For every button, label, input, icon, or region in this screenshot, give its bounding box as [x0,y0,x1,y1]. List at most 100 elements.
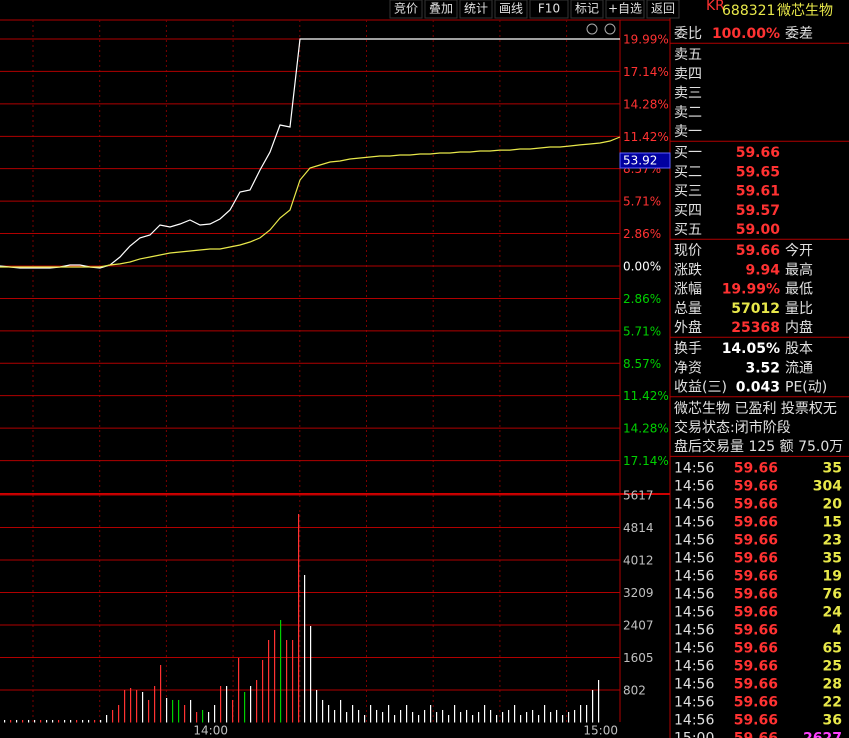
tick-price: 59.66 [734,622,778,638]
tick-volume: 35 [823,550,842,566]
volume-bar [418,715,420,723]
row-label: 卖五 [674,47,702,63]
row-label: 涨幅 [674,282,702,298]
y-tick-label: 17.14% [623,65,669,79]
volume-bar [172,699,174,723]
volume-bar [526,712,528,723]
tick-volume: 20 [823,496,843,512]
row-value: 25368 [731,320,780,336]
volume-bar [244,692,246,723]
tick-time: 15:00 [674,730,714,738]
toolbar-label[interactable]: F10 [538,2,560,16]
toolbar-button[interactable] [646,0,680,19]
row-value: 59.66 [736,145,780,161]
volume-bar [358,709,360,723]
toolbar-label[interactable]: +自选 [608,2,642,16]
toolbar-label[interactable]: 标记 [575,2,599,16]
row-value: 19.99% [722,282,780,298]
toolbar-button[interactable] [459,0,493,19]
tick-volume: 28 [823,676,842,692]
volume-bar [262,660,264,723]
tick-time: 14:56 [674,586,714,602]
volume-bar [232,699,234,723]
volume-bar [136,690,138,723]
row-label: 换手 [674,340,702,357]
volume-bar [580,705,582,723]
toolbar-button[interactable] [605,0,645,19]
price-line [0,136,621,268]
toolbar-button[interactable] [570,0,604,19]
row-label: 卖四 [674,66,702,82]
volume-bar [562,715,564,723]
tick-time: 14:56 [674,640,714,656]
toolbar-button[interactable] [389,0,423,19]
row-label2: 内盘 [785,319,813,336]
row-label: 买一 [674,145,702,161]
volume-bar [160,664,162,723]
row-label2: 最高 [785,261,813,278]
volume-bar [280,619,282,723]
row-value: 59.66 [736,243,780,259]
volume-bar [118,705,120,723]
volume-bar [208,712,210,723]
tick-time: 14:56 [674,568,714,584]
tick-time: 14:56 [674,676,714,692]
volume-bar [148,699,150,723]
volume-bar [382,712,384,723]
y-tick-label: 802 [623,684,646,698]
volume-bar [268,639,270,723]
tick-time: 14:56 [674,622,714,638]
toolbar-label[interactable]: 竞价 [394,2,418,16]
toolbar-label[interactable]: 画线 [499,2,523,16]
volume-bar [40,719,42,723]
row-label: 外盘 [674,319,702,336]
row-label: 涨跌 [674,262,702,278]
volume-bar [34,719,36,723]
volume-bar [340,699,342,723]
toolbar-button[interactable] [494,0,528,19]
volume-bar [436,712,438,723]
volume-bar [130,687,132,723]
volume-bar [10,719,12,723]
row-value: 9.94 [745,262,780,278]
volume-bar [76,719,78,723]
volume-bar [106,715,108,723]
tick-price: 59.66 [734,730,778,738]
volume-bar [82,719,84,723]
toolbar-label[interactable]: 统计 [464,2,488,16]
volume-bar [196,712,198,723]
volume-bar [400,709,402,723]
y-tick-label: 19.99% [623,33,669,47]
tick-price: 59.66 [734,604,778,620]
volume-bar [28,719,30,723]
toolbar-button[interactable] [529,0,569,19]
volume-bar [190,699,192,723]
toolbar-label[interactable]: 叠加 [429,2,453,16]
volume-bar [574,709,576,723]
volume-bar [568,712,570,723]
zoom-in-icon[interactable] [586,23,598,35]
volume-bar [322,699,324,723]
volume-bar [352,705,354,723]
toolbar-label[interactable]: 返回 [651,2,675,16]
volume-bar [142,692,144,723]
tick-price: 59.66 [734,478,778,494]
tick-price: 59.66 [734,694,778,710]
zoom-out-icon[interactable] [604,23,616,35]
y-tick-label: 1605 [623,651,654,665]
price-line [0,38,620,269]
tick-volume: 19 [823,568,842,584]
tick-volume: 4 [832,622,842,638]
volume-bar [532,709,534,723]
tick-time: 14:56 [674,658,714,674]
volume-bar [178,699,180,723]
tick-volume: 304 [813,478,842,494]
tick-volume: 22 [823,694,842,710]
row-label: 卖三 [674,86,702,102]
toolbar-button[interactable] [424,0,458,19]
y-tick-label: 2407 [623,619,654,633]
row-value: 100.00% [712,26,780,42]
tick-price: 59.66 [734,676,778,692]
